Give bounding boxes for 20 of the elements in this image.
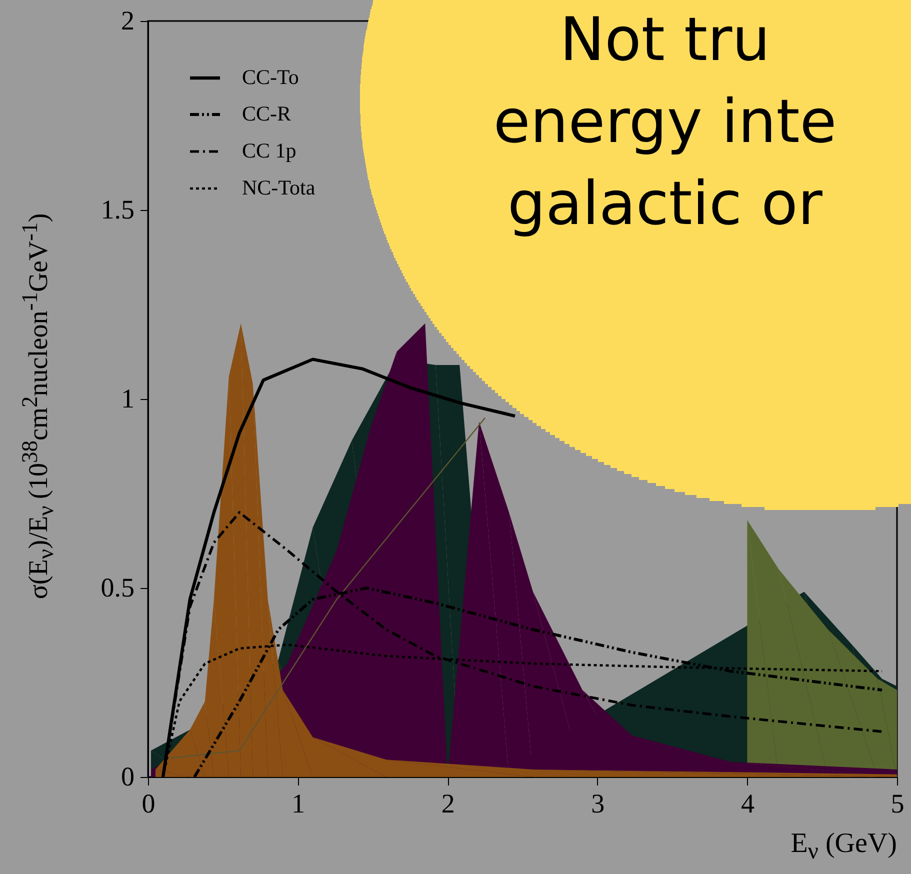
legend-label: CC-To xyxy=(242,65,299,89)
y-tick-label: 2 xyxy=(121,6,134,36)
legend-label: CC 1p xyxy=(242,138,296,162)
x-tick-label: 2 xyxy=(441,788,455,818)
annotation: Not tru xyxy=(560,5,770,75)
legend-label: CC-R xyxy=(242,102,292,126)
x-tick-label: 4 xyxy=(740,788,755,818)
x-axis-title: E$_{ν}$ (GeV) xyxy=(790,828,897,866)
annotation: galactic or xyxy=(508,169,823,239)
x-tick-label: 0 xyxy=(142,788,156,818)
y-tick-label: 1 xyxy=(121,384,134,414)
legend-label: NC-Tota xyxy=(242,176,316,200)
x-tick-label: 5 xyxy=(890,788,904,818)
line-series xyxy=(170,417,486,759)
y-tick-label: 0 xyxy=(121,762,134,792)
annotation: energy inte xyxy=(493,87,837,157)
y-tick-label: 1.5 xyxy=(100,194,134,224)
x-tick-label: 3 xyxy=(591,788,605,818)
y-tick-label: 0.5 xyxy=(100,572,134,602)
x-tick-label: 1 xyxy=(292,788,306,818)
